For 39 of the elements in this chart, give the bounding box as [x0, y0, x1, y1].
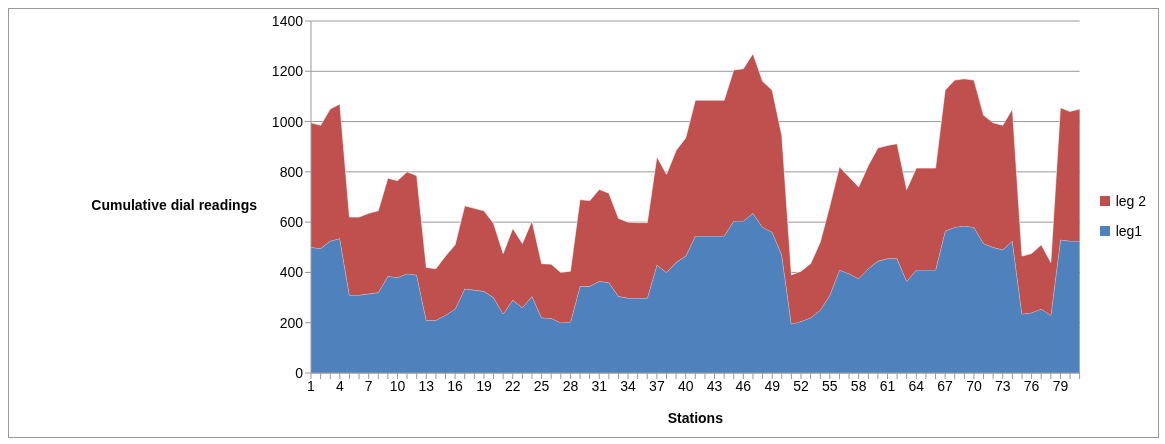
- y-tick-label: 800: [279, 163, 304, 180]
- x-tick-label: 76: [1023, 377, 1040, 394]
- x-tick-label: 16: [447, 377, 464, 394]
- y-tick-label: 0: [295, 364, 304, 381]
- x-tick-label: 43: [706, 377, 723, 394]
- x-tick-label: 61: [879, 377, 896, 394]
- x-tick-label: 31: [591, 377, 608, 394]
- legend-label: leg1: [1115, 223, 1143, 239]
- x-tick-label: 4: [335, 377, 344, 394]
- x-tick-label: 7: [364, 377, 373, 394]
- x-tick-label: 46: [735, 377, 752, 394]
- x-tick-label: 64: [908, 377, 925, 394]
- x-tick-label: 10: [389, 377, 406, 394]
- y-tick-label: 1000: [271, 113, 304, 130]
- x-tick-label: 34: [620, 377, 637, 394]
- x-tick-label: 28: [562, 377, 579, 394]
- x-tick-label: 55: [822, 377, 838, 394]
- x-tick-label: 25: [533, 377, 550, 394]
- x-tick-label: 67: [937, 377, 954, 394]
- x-tick-label: 79: [1052, 377, 1069, 394]
- x-tick-label: 19: [476, 377, 492, 394]
- x-tick-label: 40: [677, 377, 694, 394]
- y-tick-label: 400: [279, 264, 304, 281]
- x-tick-label: 13: [418, 377, 435, 394]
- y-tick-label: 1400: [271, 12, 304, 29]
- y-tick-label: 600: [279, 214, 304, 231]
- y-axis-title: Cumulative dial readings: [90, 197, 258, 213]
- y-tick-label: 1200: [271, 63, 304, 80]
- x-axis-title: Stations: [667, 410, 724, 426]
- legend-label: leg 2: [1115, 193, 1146, 209]
- x-tick-label: 1: [307, 377, 316, 394]
- y-tick-label: 200: [279, 314, 304, 331]
- x-tick-label: 49: [764, 377, 781, 394]
- x-tick-label: 22: [504, 377, 521, 394]
- x-tick-label: 73: [994, 377, 1011, 394]
- x-tick-label: 70: [966, 377, 982, 394]
- x-tick-label: 37: [649, 377, 665, 394]
- x-tick-label: 52: [793, 377, 810, 394]
- x-tick-label: 58: [850, 377, 867, 394]
